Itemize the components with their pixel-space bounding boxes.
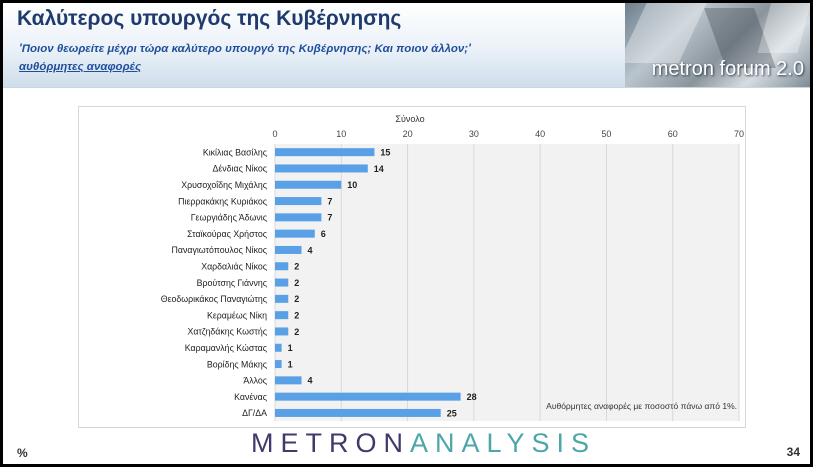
chart-annotation: Αυθόρμητες αναφορές με ποσοστό πάνω από … <box>546 401 737 411</box>
category-label: Θεοδωρικάκος Παναγιώτης <box>161 294 267 304</box>
bar <box>275 294 289 303</box>
bar <box>275 245 302 254</box>
data-label: 2 <box>294 310 299 320</box>
data-label: 6 <box>321 229 326 239</box>
bar <box>275 327 289 336</box>
bar <box>275 197 322 206</box>
data-label: 25 <box>447 408 457 418</box>
data-label: 14 <box>374 164 384 174</box>
bar <box>275 229 315 238</box>
category-label: Χρυσοχοΐδης Μιχάλης <box>181 180 267 190</box>
x-tick-label: 20 <box>403 129 413 139</box>
metron-analysis-logo: METRONANALYSIS <box>251 428 596 459</box>
category-label: Καραμανλής Κώστας <box>185 343 267 353</box>
data-label: 7 <box>327 196 332 206</box>
photo-shard <box>757 3 810 53</box>
bar <box>275 311 289 320</box>
bar <box>275 392 461 401</box>
category-label: Χατζηδάκης Κωστής <box>187 327 267 337</box>
x-tick-label: 50 <box>601 129 611 139</box>
category-label: ΔΓ/ΔΑ <box>242 408 267 418</box>
data-label: 15 <box>380 147 390 157</box>
bar <box>275 262 289 271</box>
grid-layer <box>274 144 740 422</box>
category-label: Κανένας <box>234 392 267 402</box>
x-tick-label: 40 <box>535 129 545 139</box>
bar <box>275 376 302 385</box>
data-label: 1 <box>288 343 293 353</box>
tick-layer: 0 10 20 30 40 50 60 70 Κικίλιας Βασίλης Δένδιας Ν… <box>161 129 744 418</box>
page-number: 34 <box>786 445 800 459</box>
percent-sign: % <box>17 446 28 460</box>
data-label: 10 <box>347 180 357 190</box>
x-tick-label: 30 <box>469 129 479 139</box>
data-label: 1 <box>288 359 293 369</box>
data-label: 2 <box>294 262 299 272</box>
category-label: Βρούτσης Γιάννης <box>197 278 267 288</box>
photo-shard <box>625 3 712 63</box>
data-label: 2 <box>294 327 299 337</box>
plot-area <box>275 144 739 422</box>
data-label: 28 <box>467 392 477 402</box>
bar <box>275 164 368 173</box>
category-label: Δένδιας Νίκος <box>212 164 267 174</box>
data-label: 4 <box>308 376 313 386</box>
question-subtitle: 'Ποιον θεωρείτε μέχρι τώρα καλύτερο υπου… <box>19 43 471 55</box>
brand-logo: metron forum 2.0 <box>651 58 804 80</box>
category-label: Κεραμέως Νίκη <box>207 310 267 320</box>
x-tick-label: 70 <box>734 129 744 139</box>
header: Καλύτερος υπουργός της Κυβέρνησης 'Ποιον… <box>3 3 810 87</box>
bar <box>275 343 282 352</box>
category-label: Σταϊκούρας Χρήστος <box>187 229 267 239</box>
category-label: Πιερρακάκης Κυριάκος <box>178 196 267 206</box>
x-tick-label: 10 <box>336 129 346 139</box>
slide: Καλύτερος υπουργός της Κυβέρνησης 'Ποιον… <box>3 3 810 464</box>
category-label: Κικίλιας Βασίλης <box>203 147 267 157</box>
bar <box>275 180 342 189</box>
data-label: 7 <box>327 213 332 223</box>
category-label: Γεωργιάδης Άδωνις <box>191 213 267 223</box>
data-label: 4 <box>308 245 313 255</box>
bar-chart: Σύνολο 0 10 20 30 40 50 60 70 Κικίλιας Βασίλης Δέ… <box>78 106 746 428</box>
data-label: 2 <box>294 294 299 304</box>
bar <box>275 408 441 417</box>
logo-part-metron: METRON <box>251 428 410 458</box>
logo-part-analysis: ANALYSIS <box>410 428 597 458</box>
category-label: Βορίδης Μάκης <box>207 359 267 369</box>
bar <box>275 360 282 369</box>
chart-title: Σύνολο <box>395 114 424 124</box>
x-tick-label: 60 <box>668 129 678 139</box>
page-title: Καλύτερος υπουργός της Κυβέρνησης <box>17 7 402 30</box>
category-label: Χαρδαλιάς Νίκος <box>201 261 267 271</box>
spontaneous-note: αυθόρμητες αναφορές <box>19 61 142 73</box>
data-label: 2 <box>294 278 299 288</box>
bar <box>275 278 289 287</box>
x-tick-label: 0 <box>272 129 277 139</box>
category-label: Παναγιωτόπουλος Νίκος <box>172 245 267 255</box>
bar <box>275 213 322 222</box>
bar <box>275 148 375 157</box>
chart-svg: Σύνολο 0 10 20 30 40 50 60 70 Κικίλιας Βασίλης Δέ… <box>161 114 744 422</box>
header-divider <box>3 87 810 88</box>
category-label: Άλλος <box>243 376 267 386</box>
header-photo: metron forum 2.0 <box>625 3 810 87</box>
